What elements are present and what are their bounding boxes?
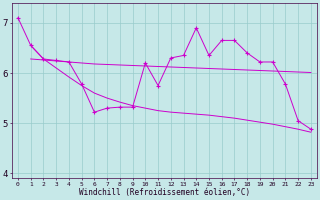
X-axis label: Windchill (Refroidissement éolien,°C): Windchill (Refroidissement éolien,°C) [79,188,250,197]
